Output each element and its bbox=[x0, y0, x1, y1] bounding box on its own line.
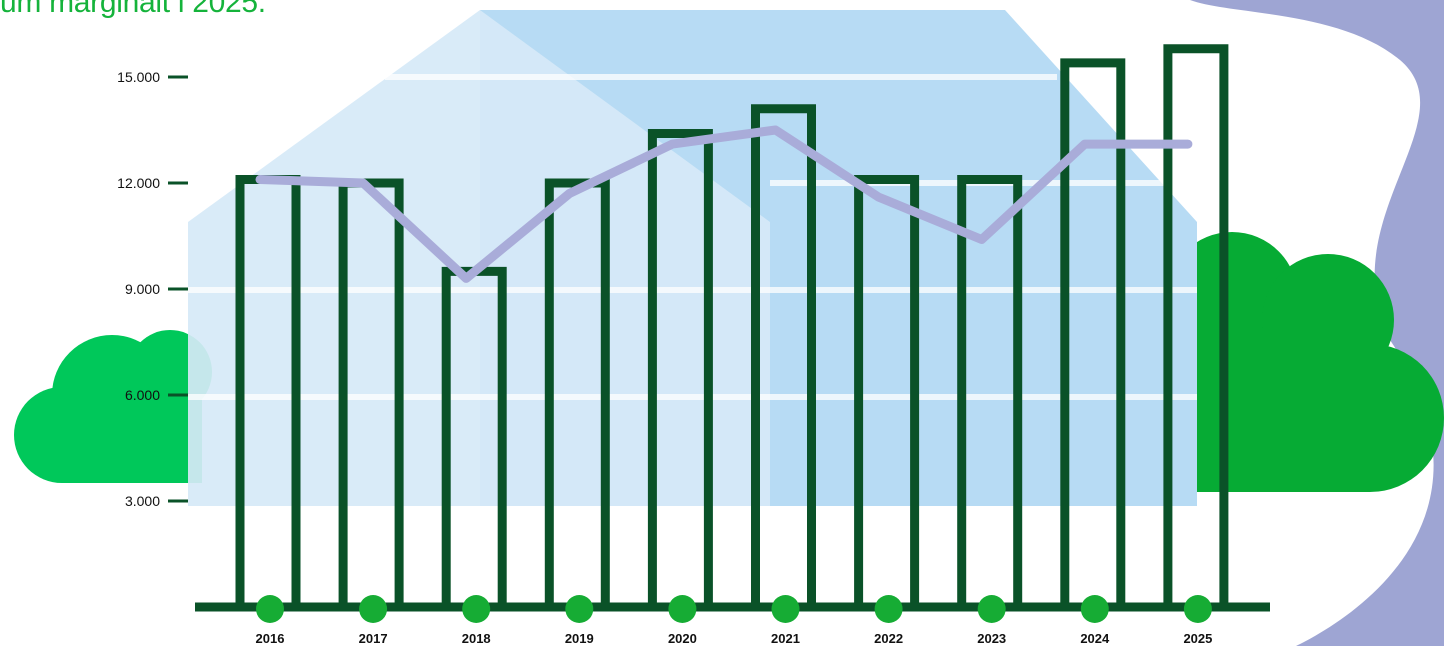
y-tick-label: 12.000 bbox=[117, 175, 160, 191]
year-dot-2018 bbox=[462, 595, 491, 623]
x-tick-label: 2018 bbox=[462, 631, 491, 646]
roof-highlights-decoration bbox=[188, 74, 1197, 400]
y-tick-label: 3.000 bbox=[125, 493, 160, 509]
year-dot-2016 bbox=[256, 595, 284, 623]
x-tick-label: 2024 bbox=[1080, 631, 1110, 646]
house-front-decoration bbox=[188, 10, 770, 506]
cloud-right-decoration bbox=[1166, 232, 1444, 492]
bar-2025 bbox=[1163, 44, 1229, 607]
cloud-left-decoration bbox=[14, 330, 212, 483]
x-tick-label: 2022 bbox=[874, 631, 903, 646]
y-tick-label: 6.000 bbox=[125, 387, 160, 403]
x-tick-label: 2025 bbox=[1183, 631, 1212, 646]
bar-2020 bbox=[647, 129, 713, 607]
bar-2023 bbox=[957, 174, 1023, 607]
x-tick-label: 2016 bbox=[256, 631, 285, 646]
x-tick-label: 2019 bbox=[565, 631, 594, 646]
bar-2024 bbox=[1060, 58, 1126, 607]
x-tick-label: 2020 bbox=[668, 631, 697, 646]
x-tick-label: 2017 bbox=[359, 631, 388, 646]
year-dot-2022 bbox=[874, 595, 903, 623]
year-dot-2020 bbox=[668, 595, 697, 623]
trend-line bbox=[255, 125, 1193, 283]
year-dot-2024 bbox=[1080, 595, 1109, 623]
bar-2021 bbox=[751, 104, 816, 607]
bar-2017 bbox=[338, 178, 404, 607]
x-tick-label: 2021 bbox=[771, 631, 800, 646]
year-dot-2023 bbox=[977, 595, 1006, 623]
y-tick-label: 9.000 bbox=[125, 281, 160, 297]
bar-2022 bbox=[854, 174, 920, 607]
year-dot-2019 bbox=[565, 595, 594, 623]
year-dot-2017 bbox=[359, 595, 388, 623]
y-tick-label: 15.000 bbox=[117, 69, 160, 85]
year-markers: 2016 2017 2018 2019 2020 2021 2022 2023 2024 2025 bbox=[256, 595, 1212, 646]
year-dot-2021 bbox=[771, 595, 800, 623]
x-tick-label: 2023 bbox=[977, 631, 1006, 646]
bar-2019 bbox=[544, 178, 610, 607]
chart-heading: um marginalt i 2025. bbox=[0, 0, 266, 19]
year-dot-2025 bbox=[1183, 595, 1212, 623]
y-axis: 3.000 6.000 9.000 12.000 15.000 bbox=[117, 69, 188, 509]
